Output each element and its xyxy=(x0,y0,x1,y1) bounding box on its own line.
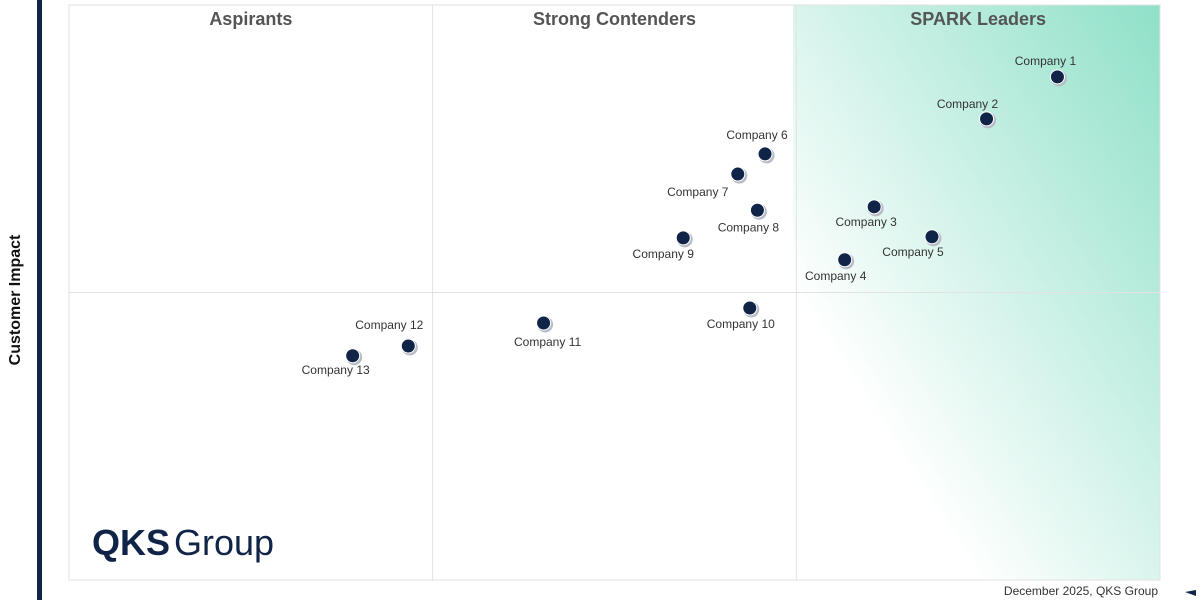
point xyxy=(924,229,940,245)
quadrant-label: Aspirants xyxy=(209,9,292,29)
point-label: Company 9 xyxy=(633,247,695,261)
point-label: Company 1 xyxy=(1015,54,1077,68)
quadrant-label: SPARK Leaders xyxy=(910,9,1046,29)
point-label: Company 12 xyxy=(355,318,423,332)
point-label: Company 11 xyxy=(514,335,581,349)
logo-rest: Group xyxy=(174,522,274,563)
point xyxy=(757,146,773,162)
point xyxy=(730,166,746,182)
point xyxy=(837,252,853,268)
point xyxy=(1049,69,1065,85)
point xyxy=(536,315,552,331)
point-label: Company 7 xyxy=(667,185,729,199)
logo: QKS Group xyxy=(92,522,274,563)
point-label: Company 3 xyxy=(835,215,897,229)
point xyxy=(675,230,691,246)
point-label: Company 4 xyxy=(805,269,867,283)
quadrant-label: Strong Contenders xyxy=(533,9,696,29)
point-label: Company 2 xyxy=(937,97,999,111)
point xyxy=(749,202,765,218)
corner-mark xyxy=(1185,590,1196,596)
point xyxy=(979,111,995,127)
footer: December 2025, QKS Group xyxy=(1004,584,1158,598)
point xyxy=(866,199,882,215)
side-bar xyxy=(37,0,42,600)
point-label: Company 5 xyxy=(882,245,944,259)
point xyxy=(345,348,361,364)
y-axis-label: Customer Impact xyxy=(7,234,24,365)
point xyxy=(400,338,416,354)
point xyxy=(742,300,758,316)
logo-bold: QKS xyxy=(92,522,170,563)
point-label: Company 6 xyxy=(726,128,788,142)
point-label: Company 13 xyxy=(302,363,370,377)
point-label: Company 10 xyxy=(707,317,775,331)
point-label: Company 8 xyxy=(718,220,780,234)
